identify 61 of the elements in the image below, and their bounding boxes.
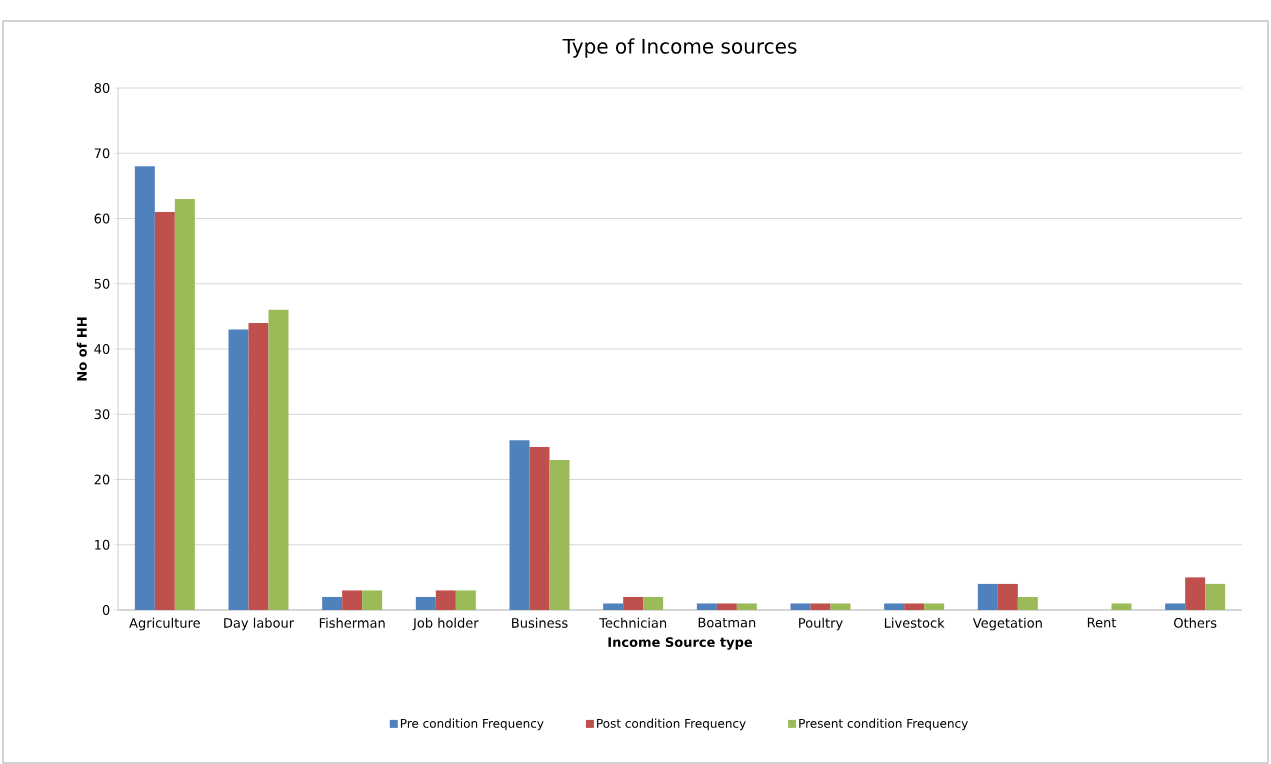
bar [810,603,831,610]
x-tick-label: Vegetation [972,617,1042,631]
bar [830,603,851,610]
bar [134,166,155,610]
bar [509,440,530,610]
x-tick-label: Agriculture [129,617,200,631]
bar [455,590,476,610]
legend-label: Post condition Frequency [597,718,746,731]
x-tick-label: Business [512,617,568,628]
x-tick-label: Job holder [412,617,479,631]
x-tick-label: Livestock [884,617,945,628]
x-tick-label: Poultry [799,617,843,631]
bar [154,211,175,610]
bar [1165,603,1186,610]
bar [1185,577,1206,610]
bar [342,590,363,610]
bar [435,590,456,610]
bar [716,603,737,610]
bar [924,603,945,610]
bar [904,603,925,610]
bar [1205,583,1226,610]
bar [790,603,811,610]
x-tick-label: Technician [599,617,667,628]
x-tick-label: Others [1174,617,1217,628]
chart-title: Type of Income sources [562,38,797,58]
y-tick-label: 20 [94,474,110,485]
y-tick-label: 50 [94,278,110,289]
y-tick-label: 70 [94,148,110,159]
bar [268,309,289,610]
y-tick-label: 60 [94,213,110,224]
x-tick-label: Fisherman [319,617,385,628]
y-tick-label: 30 [94,409,110,420]
bar [529,446,550,610]
legend-label: Pre condition Frequency [400,718,544,731]
x-tick-label: Rent [1087,617,1117,628]
bar [603,603,624,610]
y-tick-label: 10 [95,539,110,550]
bar [248,322,269,610]
x-tick-label: Day labour [224,617,295,631]
bar [362,590,383,610]
bar [415,596,436,610]
bar [228,329,249,610]
y-tick-label: 0 [102,605,110,615]
bar [174,198,195,610]
y-axis-title: No of HH [76,317,87,381]
y-tick-label: 80 [94,83,110,93]
bar [1017,596,1038,610]
bar [884,603,905,610]
bar [736,603,757,610]
legend-label: Present condition Frequency [799,718,968,731]
bar [623,596,644,610]
bar [696,603,717,610]
bar [549,459,570,610]
x-axis-title: Income Source type [608,637,753,650]
bar [997,583,1018,610]
bar [1111,603,1132,610]
bar [322,596,343,610]
bar [977,583,998,610]
bar [643,596,664,610]
y-tick-label: 40 [94,344,110,354]
x-tick-label: Boatman [698,617,756,628]
